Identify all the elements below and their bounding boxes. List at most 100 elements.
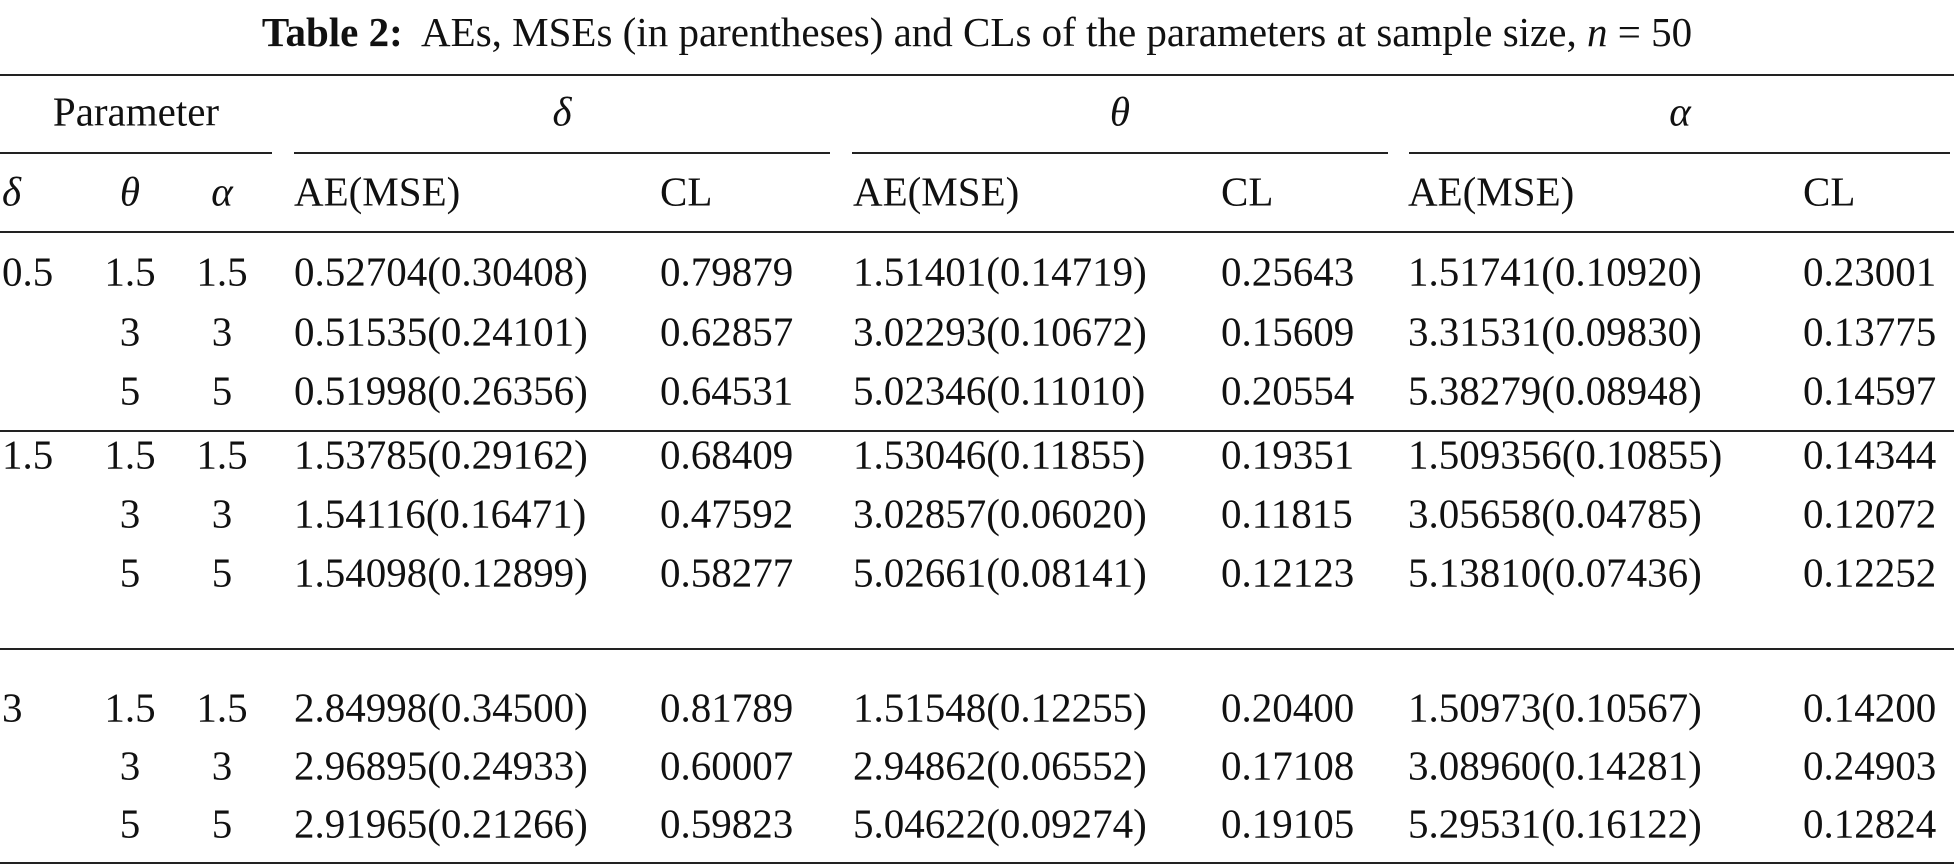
cell: 1.51401(0.14719) xyxy=(853,248,1147,295)
cell: 0.79879 xyxy=(660,248,794,295)
sub-header: AE(MSE) xyxy=(294,168,461,215)
sub-header: θ xyxy=(119,168,141,215)
cell: 5 xyxy=(119,549,141,596)
group-rule xyxy=(852,152,1388,154)
cell: 3.31531(0.09830) xyxy=(1408,308,1702,355)
cell: 0.14344 xyxy=(1803,431,1937,478)
cell: 5 xyxy=(119,367,141,414)
sub-header: α xyxy=(211,168,233,215)
cell: 0.24903 xyxy=(1803,742,1937,789)
group-rule xyxy=(0,152,272,154)
cell: 5 xyxy=(119,800,141,847)
cell: 3.05658(0.04785) xyxy=(1408,490,1702,537)
cell: 5.02661(0.08141) xyxy=(853,549,1147,596)
cell: 5.13810(0.07436) xyxy=(1408,549,1702,596)
cell: 0.13775 xyxy=(1803,308,1937,355)
cell: 0.47592 xyxy=(660,490,794,537)
sub-header: CL xyxy=(660,168,713,215)
cell: 5.38279(0.08948) xyxy=(1408,367,1702,414)
cell: 0.81789 xyxy=(660,684,794,731)
cell: 0.51535(0.24101) xyxy=(294,308,588,355)
cell: 1.54116(0.16471) xyxy=(294,490,587,537)
cell: 0.14597 xyxy=(1803,367,1937,414)
sub-header: δ xyxy=(2,168,22,215)
sub-header: AE(MSE) xyxy=(1408,168,1575,215)
cell: 2.96895(0.24933) xyxy=(294,742,588,789)
cell: 5.04622(0.09274) xyxy=(853,800,1147,847)
cell: 3.08960(0.14281) xyxy=(1408,742,1702,789)
group-header: α xyxy=(1669,88,1691,135)
cell: 0.12252 xyxy=(1803,549,1937,596)
group-header: δ xyxy=(552,88,572,135)
cell: 0.19105 xyxy=(1221,800,1355,847)
cell: 0.12072 xyxy=(1803,490,1937,537)
cell: 5 xyxy=(211,549,233,596)
cell: 5.02346(0.11010) xyxy=(853,367,1146,414)
cell: 5 xyxy=(211,367,233,414)
cell: 1.51548(0.12255) xyxy=(853,684,1147,731)
sub-header: CL xyxy=(1221,168,1274,215)
cell: 0.20554 xyxy=(1221,367,1355,414)
group-header: θ xyxy=(1109,88,1131,135)
delta-value: 0.5 xyxy=(2,248,54,295)
cell: 0.17108 xyxy=(1221,742,1355,789)
cell: 1.53046(0.11855) xyxy=(853,431,1146,478)
bottom-rule xyxy=(0,862,1954,864)
cell: 3 xyxy=(211,742,233,789)
cell: 1.509356(0.10855) xyxy=(1408,431,1723,478)
sub-header: AE(MSE) xyxy=(853,168,1020,215)
cell: 0.15609 xyxy=(1221,308,1355,355)
cell: 0.14200 xyxy=(1803,684,1937,731)
header-rule xyxy=(0,231,1954,233)
cell: 0.12824 xyxy=(1803,800,1937,847)
caption-text: AEs, MSEs (in parentheses) and CLs of th… xyxy=(421,9,1577,55)
cell: 5 xyxy=(211,800,233,847)
cell: 0.11815 xyxy=(1221,490,1353,537)
group-separator xyxy=(0,430,1954,432)
cell: 2.84998(0.34500) xyxy=(294,684,588,731)
group-separator xyxy=(0,648,1954,650)
cell: 3 xyxy=(119,742,141,789)
delta-value: 1.5 xyxy=(2,431,54,478)
cell: 1.50973(0.10567) xyxy=(1408,684,1702,731)
cell: 3 xyxy=(211,490,233,537)
cell: 3.02857(0.06020) xyxy=(853,490,1147,537)
cell: 3 xyxy=(119,490,141,537)
cell: 3 xyxy=(119,308,141,355)
cell: 3.02293(0.10672) xyxy=(853,308,1147,355)
group-header: Parameter xyxy=(52,88,220,135)
cell: 0.51998(0.26356) xyxy=(294,367,588,414)
cell: 1.5 xyxy=(104,684,156,731)
cell: 5.29531(0.16122) xyxy=(1408,800,1702,847)
cell: 1.54098(0.12899) xyxy=(294,549,588,596)
cell: 0.58277 xyxy=(660,549,794,596)
cell: 2.91965(0.21266) xyxy=(294,800,588,847)
cell: 0.12123 xyxy=(1221,549,1355,596)
caption-label: Table 2: xyxy=(261,9,403,55)
cell: 0.19351 xyxy=(1221,431,1355,478)
cell: 0.23001 xyxy=(1803,248,1937,295)
sub-header: CL xyxy=(1803,168,1856,215)
cell: 3 xyxy=(211,308,233,355)
cell: 2.94862(0.06552) xyxy=(853,742,1147,789)
cell: 0.59823 xyxy=(660,800,794,847)
delta-value: 3 xyxy=(2,684,23,731)
caption-eq: = 50 xyxy=(1617,9,1693,55)
top-rule xyxy=(0,74,1954,76)
cell: 1.5 xyxy=(104,431,156,478)
cell: 0.20400 xyxy=(1221,684,1355,731)
cell: 1.53785(0.29162) xyxy=(294,431,588,478)
cell: 1.5 xyxy=(196,248,248,295)
cell: 1.5 xyxy=(104,248,156,295)
cell: 0.62857 xyxy=(660,308,794,355)
cell: 0.64531 xyxy=(660,367,794,414)
group-rule xyxy=(1409,152,1950,154)
cell: 0.25643 xyxy=(1221,248,1355,295)
cell: 1.5 xyxy=(196,684,248,731)
caption-var: n xyxy=(1586,9,1608,55)
cell: 0.52704(0.30408) xyxy=(294,248,588,295)
cell: 1.5 xyxy=(196,431,248,478)
group-rule xyxy=(294,152,830,154)
cell: 1.51741(0.10920) xyxy=(1408,248,1702,295)
cell: 0.68409 xyxy=(660,431,794,478)
